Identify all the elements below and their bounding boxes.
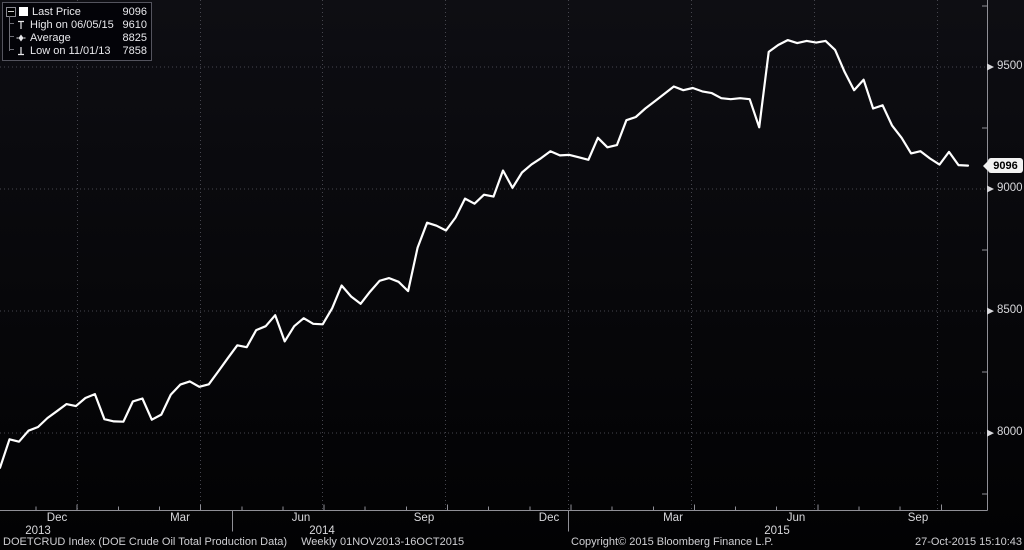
security-name: DOETCRUD Index (DOE Crude Oil Total Prod… [3,536,288,548]
security-description: DOETCRUD Index (DOE Crude Oil Total Prod… [3,536,464,548]
legend-label: High on 06/05/15 [30,18,114,31]
y-axis-tick-label: 8500 [997,304,1023,317]
price-line-series[interactable] [0,38,970,469]
x-axis-year-label: 2013 [25,525,51,537]
x-axis-month-label: Jun [291,512,311,524]
legend-row-high[interactable]: High on 06/05/15 9610 [6,18,147,31]
legend-label: Low on 11/01/13 [30,44,111,57]
legend-tree-stub [9,36,14,37]
legend-value: 8825 [122,31,147,44]
legend-tree-stub [9,23,14,24]
high-marker-icon [16,20,27,30]
legend-row-low[interactable]: Low on 11/01/13 7858 [6,44,147,57]
low-marker-icon [16,46,27,56]
legend-label: Average [30,31,71,44]
y-axis-tick-label: 9000 [997,182,1023,195]
legend-row-last-price[interactable]: Last Price 9096 [6,5,147,18]
y-axis-tick-label: 9500 [997,60,1023,72]
last-price-tag: 9096 [983,158,1023,174]
y-tick-arrow-icon [987,307,994,315]
chart-periodicity: Weekly 01NOV2013-16OCT2015 [301,536,465,548]
chart-legend[interactable]: Last Price 9096 High on 06/05/15 9610 Av… [2,2,152,61]
copyright-text: Copyright© 2015 Bloomberg Finance L.P. [571,536,774,548]
legend-value: 9096 [122,5,147,18]
legend-row-average[interactable]: Average 8825 [6,31,147,44]
legend-value: 9610 [122,18,147,31]
x-axis-year-label: 2015 [764,525,790,537]
x-axis-month-label: Jun [786,512,806,524]
status-bar: DOETCRUD Index (DOE Crude Oil Total Prod… [0,536,1024,550]
y-axis-tick-label: 8000 [997,426,1023,439]
legend-tree-line [9,16,10,51]
y-tick-arrow-icon [987,185,994,193]
x-axis-month-label: Sep [413,512,435,524]
series-swatch-icon [19,7,28,16]
y-tick-arrow-icon [987,63,994,71]
legend-tree-stub [9,49,14,50]
timestamp: 27-Oct-2015 15:10:43 [914,536,1022,548]
x-axis-year-label: 2014 [309,525,335,537]
x-axis-month-label: Mar [170,512,190,524]
average-marker-icon [16,33,27,43]
legend-collapse-icon[interactable] [6,6,16,17]
x-axis-month-label: Dec [46,512,68,524]
x-axis-month-label: Mar [663,512,683,524]
y-tick-arrow-icon [987,429,994,437]
legend-value: 7858 [122,44,147,57]
x-axis-month-label: Sep [907,512,929,524]
x-axis-month-label: Dec [538,512,560,524]
legend-label: Last Price [32,5,81,18]
